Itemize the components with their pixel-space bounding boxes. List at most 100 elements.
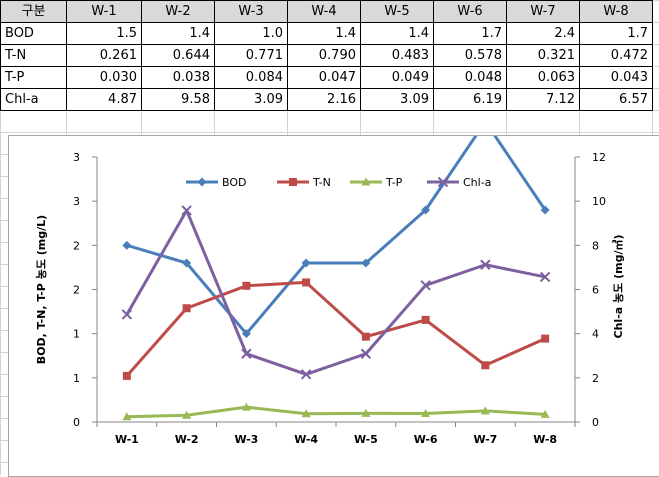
data-point-t-n[interactable] — [361, 332, 370, 341]
y2-tick-label: 2 — [592, 372, 599, 385]
x-tick-label: W-5 — [354, 433, 378, 446]
legend-item-t-p[interactable]: T-P — [350, 176, 403, 189]
table-cell[interactable]: 0.048 — [433, 66, 507, 89]
table-cell[interactable]: 1.7 — [433, 22, 507, 45]
data-point-t-p[interactable] — [301, 409, 311, 418]
data-point-t-p[interactable] — [480, 406, 490, 415]
series-line-bod[interactable] — [126, 136, 547, 336]
table-cell[interactable]: 0.483 — [360, 44, 434, 67]
data-point-t-n[interactable] — [421, 315, 430, 324]
column-header-w-2[interactable]: W-2 — [141, 0, 215, 23]
column-header-w-6[interactable]: W-6 — [433, 0, 507, 23]
column-header-w-3[interactable]: W-3 — [214, 0, 288, 23]
table-cell[interactable]: 1.4 — [360, 22, 434, 45]
table-cell[interactable]: 1.4 — [141, 22, 215, 45]
table-cell[interactable]: 0.038 — [141, 66, 215, 89]
table-cell[interactable]: 3.09 — [214, 88, 288, 111]
legend-marker[interactable] — [361, 177, 371, 186]
table-cell[interactable]: 0.030 — [66, 66, 142, 89]
data-point-t-p[interactable] — [182, 410, 192, 419]
table-cell[interactable]: 0.790 — [287, 44, 361, 67]
table-row: BOD 1.5 1.4 1.0 1.4 1.4 1.7 2.4 1.7 — [0, 22, 653, 45]
table-cell[interactable]: 0.472 — [579, 44, 653, 67]
legend-marker[interactable] — [437, 176, 449, 188]
data-point-t-p[interactable] — [421, 409, 431, 418]
chart-area[interactable]: 0 1 1 2 2 3 3 0 2 4 6 8 10 12 W-1 W-2 W-3 W-4 W-5 W-6 W-7 W-8… — [8, 135, 659, 477]
table-cell[interactable]: 1.4 — [287, 22, 361, 45]
legend-item-bod[interactable]: BOD — [186, 176, 246, 189]
row-label[interactable]: Chl-a — [0, 88, 67, 111]
table-cell[interactable]: 0.771 — [214, 44, 288, 67]
x-tick-label: W-7 — [473, 433, 497, 446]
y-tick-label: 1 — [73, 372, 80, 385]
table-cell[interactable]: 0.043 — [579, 66, 653, 89]
data-point-chl-a[interactable] — [360, 348, 372, 359]
data-point-bod[interactable] — [241, 329, 251, 339]
row-label[interactable]: T-N — [0, 44, 67, 67]
y-tick-label: 0 — [73, 416, 80, 429]
table-corner-cell[interactable]: 구분 — [0, 0, 67, 23]
table-cell[interactable]: 0.049 — [360, 66, 434, 89]
data-point-chl-a[interactable] — [420, 280, 431, 291]
table-cell[interactable]: 0.644 — [141, 44, 215, 67]
column-header-w-1[interactable]: W-1 — [66, 0, 142, 23]
table-cell[interactable]: 1.0 — [214, 22, 288, 45]
data-point-bod[interactable] — [122, 240, 132, 250]
legend-marker[interactable] — [289, 178, 297, 186]
legend-marker[interactable] — [197, 177, 207, 187]
table-cell[interactable]: 1.7 — [579, 22, 653, 45]
data-point-chl-a[interactable] — [181, 205, 192, 216]
x-tick-label: W-2 — [175, 433, 199, 446]
series-line-chl-a[interactable] — [125, 208, 546, 376]
data-point-t-n[interactable] — [541, 334, 550, 343]
data-point-t-p[interactable] — [540, 409, 550, 418]
table-cell[interactable]: 1.5 — [66, 22, 142, 45]
table-cell[interactable]: 0.084 — [214, 66, 288, 89]
data-point-t-n[interactable] — [182, 304, 191, 313]
table-cell[interactable]: 0.578 — [433, 44, 507, 67]
column-header-w-7[interactable]: W-7 — [506, 0, 580, 23]
legend-item-chl-a[interactable]: Chl-a — [427, 176, 491, 189]
data-point-bod[interactable] — [301, 258, 311, 268]
data-point-bod[interactable] — [421, 205, 431, 215]
table-cell[interactable]: 7.12 — [506, 88, 580, 111]
legend-item-t-n[interactable]: T-N — [277, 176, 331, 189]
data-point-chl-a[interactable] — [300, 369, 312, 380]
y-tick-label: 3 — [73, 195, 80, 208]
data-point-chl-a[interactable] — [539, 271, 551, 283]
row-label[interactable]: BOD — [0, 22, 67, 45]
column-header-w-8[interactable]: W-8 — [579, 0, 653, 23]
table-row: Chl-a 4.87 9.58 3.09 2.16 3.09 6.19 7.12 6.57 — [0, 88, 653, 111]
table-cell[interactable]: 0.047 — [287, 66, 361, 89]
table-cell[interactable]: 6.57 — [579, 88, 653, 111]
data-point-t-p[interactable] — [241, 402, 251, 411]
data-point-t-p[interactable] — [361, 408, 371, 417]
y-tick-label: 3 — [73, 151, 80, 164]
column-header-w-4[interactable]: W-4 — [287, 0, 361, 23]
table-cell[interactable]: 6.19 — [433, 88, 507, 111]
x-tick-label: W-6 — [414, 433, 438, 446]
data-point-chl-a[interactable] — [480, 259, 491, 270]
data-point-bod[interactable] — [182, 258, 192, 268]
data-point-bod[interactable] — [540, 205, 550, 215]
series-line-t-n[interactable] — [125, 280, 546, 377]
data-point-bod[interactable] — [361, 258, 371, 268]
table-cell[interactable]: 0.261 — [66, 44, 142, 67]
data-point-chl-a[interactable] — [121, 309, 133, 320]
table-cell[interactable]: 0.321 — [506, 44, 580, 67]
table-cell[interactable]: 4.87 — [66, 88, 142, 111]
table-cell[interactable]: 0.063 — [506, 66, 580, 89]
data-point-t-n[interactable] — [481, 361, 490, 370]
column-header-w-5[interactable]: W-5 — [360, 0, 434, 23]
table-cell[interactable]: 2.16 — [287, 88, 361, 111]
table-cell[interactable]: 2.4 — [506, 22, 580, 45]
data-point-t-n[interactable] — [122, 371, 131, 380]
data-point-t-n[interactable] — [242, 281, 251, 290]
data-point-t-n[interactable] — [302, 278, 311, 287]
table-cell[interactable]: 9.58 — [141, 88, 215, 111]
data-point-chl-a[interactable] — [241, 348, 252, 359]
data-point-t-p[interactable] — [122, 412, 132, 421]
series-line-t-p[interactable] — [126, 405, 546, 419]
row-label[interactable]: T-P — [0, 66, 67, 89]
table-cell[interactable]: 3.09 — [360, 88, 434, 111]
